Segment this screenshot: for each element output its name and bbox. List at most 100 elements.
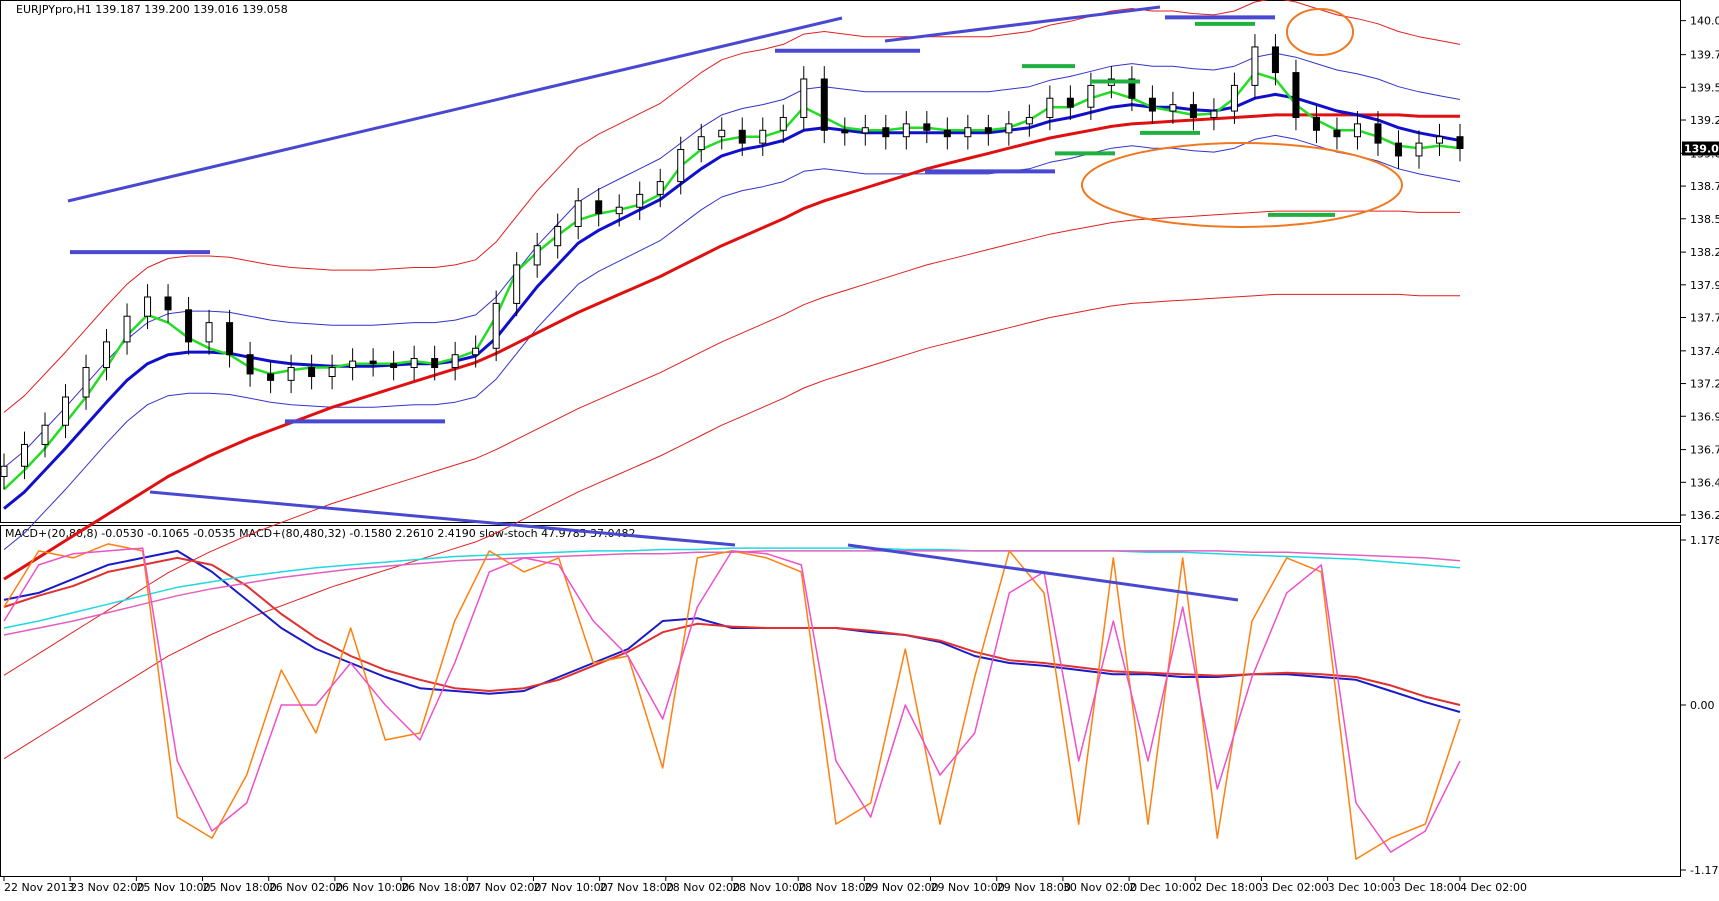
- candle-body: [943, 129, 951, 138]
- candle-body: [902, 123, 910, 138]
- trend-line: [884, 5, 1161, 43]
- candle-body: [759, 129, 767, 144]
- candle-body: [431, 358, 439, 369]
- time-tick-label: 26 Nov 18:00: [401, 881, 475, 894]
- time-tick-label: 3 Dec 02:00: [1261, 881, 1328, 894]
- candle-body: [513, 264, 521, 304]
- candle-body: [410, 358, 418, 369]
- price-tick-label: 136.200: [1690, 509, 1719, 522]
- time-tick-label: 27 Nov 18:00: [600, 881, 674, 894]
- candle-body: [964, 127, 972, 138]
- candle-body: [738, 129, 746, 144]
- candle-body: [451, 354, 459, 369]
- price-tick-label: 139.535: [1690, 81, 1719, 94]
- candle-body: [0, 465, 8, 478]
- candle-body: [103, 341, 111, 369]
- candle-body: [205, 322, 213, 343]
- candle-body: [1230, 84, 1238, 112]
- price-header: EURJPYpro,H1 139.187 139.200 139.016 139…: [16, 3, 288, 16]
- candle-body: [1189, 104, 1197, 118]
- indicator-line-1: [3, 556, 1461, 706]
- time-tick-label: 28 Nov 10:00: [732, 881, 806, 894]
- candle-body: [1415, 142, 1423, 157]
- time-tick-label: 3 Dec 18:00: [1394, 881, 1461, 894]
- time-tick-label: 28 Nov 02:00: [666, 881, 740, 894]
- candle-body: [1005, 123, 1013, 134]
- candle-body: [574, 200, 582, 227]
- time-tick-label: 2 Dec 10:00: [1129, 881, 1196, 894]
- time-tick-label: 29 Nov 02:00: [864, 881, 938, 894]
- candle-body: [390, 363, 398, 369]
- time-tick-label: 26 Nov 10:00: [335, 881, 409, 894]
- candle-body: [82, 367, 90, 398]
- candle-body: [246, 354, 254, 375]
- candle-body: [820, 78, 828, 131]
- candle-body: [62, 396, 70, 426]
- indicator-line-2: [3, 547, 1461, 629]
- candle-body: [1148, 97, 1156, 112]
- candle-body: [267, 373, 275, 381]
- candle-body: [1333, 129, 1341, 138]
- candle-body: [1435, 136, 1443, 144]
- indicator-tick-label: 1.178: [1690, 534, 1719, 547]
- current-price-label: 139.058: [1684, 142, 1719, 155]
- indicator-line-5: [3, 547, 1461, 853]
- candle-body: [984, 127, 992, 134]
- divergence-line: [847, 543, 1239, 602]
- price-tick-label: 139.790: [1690, 49, 1719, 62]
- candle-body: [1046, 97, 1054, 118]
- candle-body: [287, 367, 295, 381]
- candle-body: [923, 123, 931, 131]
- candle-body: [41, 424, 49, 445]
- candle-body: [185, 309, 193, 343]
- time-tick-label: 4 Dec 02:00: [1460, 881, 1527, 894]
- price-tick-label: 138.250: [1690, 246, 1719, 259]
- candle-body: [144, 296, 152, 317]
- candle-body: [595, 200, 603, 215]
- price-tick-label: 138.510: [1690, 213, 1719, 226]
- candle-body: [1066, 97, 1074, 108]
- indicator-layer: [3, 490, 1461, 860]
- candle-body: [308, 367, 316, 378]
- candle-body: [1169, 104, 1177, 112]
- current-price-box: [1682, 141, 1719, 156]
- candle-body: [882, 127, 890, 138]
- time-tick-label: 28 Nov 18:00: [798, 881, 872, 894]
- indicator-tick-label: 0.00: [1690, 699, 1715, 712]
- candle-body: [677, 149, 685, 183]
- candle-body: [21, 443, 29, 467]
- annotation-ellipse: [1081, 142, 1403, 228]
- indicator-tick-label: -1.178: [1690, 864, 1719, 877]
- price-tick-label: 137.480: [1690, 345, 1719, 358]
- price-tick-label: 139.280: [1690, 114, 1719, 127]
- time-tick-label: 29 Nov 10:00: [931, 881, 1005, 894]
- price-layer: [0, 0, 1464, 760]
- price-tick-label: 136.970: [1690, 410, 1719, 423]
- price-tick-label: 137.225: [1690, 378, 1719, 391]
- outer-red-band: [3, 293, 1460, 760]
- candle-body: [1251, 46, 1259, 86]
- price-tick-label: 137.995: [1690, 279, 1719, 292]
- slow-moving-average: [3, 113, 1460, 581]
- indicator-panel-frame: [0, 525, 1681, 877]
- candle-body: [718, 129, 726, 138]
- time-tick-label: 2 Dec 18:00: [1195, 881, 1262, 894]
- candle-body: [1087, 84, 1095, 108]
- candle-body: [615, 206, 623, 215]
- candle-body: [1271, 46, 1279, 74]
- time-tick-label: 25 Nov 18:00: [203, 881, 277, 894]
- candle-body: [164, 296, 172, 311]
- candle-body: [1210, 110, 1218, 118]
- candle-body: [226, 322, 234, 356]
- candle-body: [1394, 142, 1402, 157]
- candle-body: [1312, 116, 1320, 131]
- candle-body: [328, 367, 336, 378]
- candle-body: [533, 245, 541, 266]
- divergence-line: [149, 490, 736, 547]
- axis-layer: 140.055139.790139.535139.280139.020138.7…: [3, 15, 1719, 894]
- candle-body: [861, 127, 869, 134]
- time-tick-label: 25 Nov 10:00: [136, 881, 210, 894]
- price-tick-label: 136.455: [1690, 476, 1719, 489]
- trend-line: [67, 16, 843, 203]
- candle-body: [779, 116, 787, 131]
